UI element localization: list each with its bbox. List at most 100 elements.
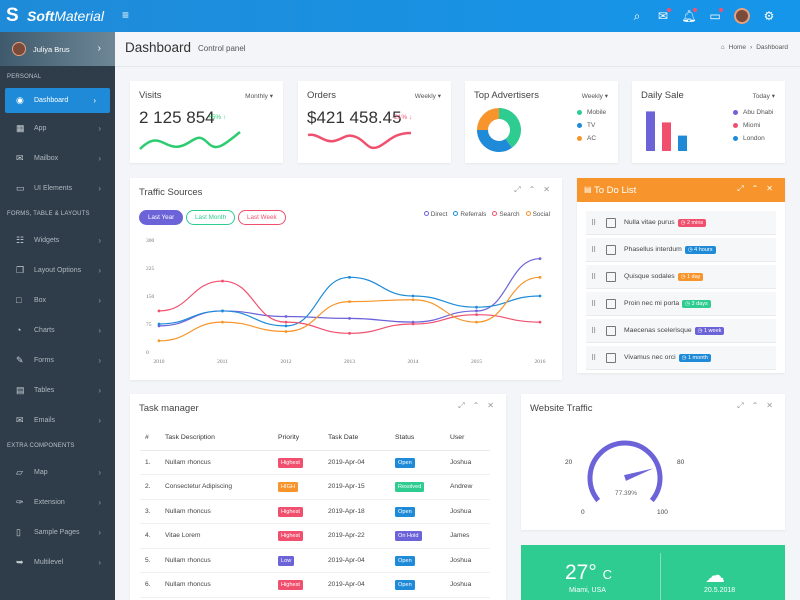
data-point (411, 294, 415, 298)
table-row[interactable]: 6. Nullam rhoncus Highest 2019-Apr-04 Open Jo… (140, 572, 490, 598)
traffic-gauge (587, 440, 663, 503)
card-title: Task manager (139, 403, 199, 414)
chevron-right-icon: › (98, 467, 101, 477)
gear-icon[interactable]: ⚙ (763, 9, 775, 23)
table-row[interactable]: 1. Nullam rhoncus Highest 2019-Apr-04 Open Jo… (140, 450, 490, 475)
daily-sale-card: Daily Sale Today ▾ Abu Dhabi Miomi London (632, 81, 785, 163)
todo-text: Vivamus nec orci (624, 354, 676, 361)
drag-handle-icon[interactable]: ⠿ (591, 219, 597, 227)
box-icon: □ (16, 295, 22, 305)
sidebar-item-label: Mailbox (34, 154, 59, 162)
breadcrumb-home[interactable]: Home (728, 44, 747, 51)
expand-icon[interactable]: ⤢ (737, 184, 744, 193)
drag-handle-icon[interactable]: ⠿ (591, 327, 597, 335)
table-row[interactable]: 5. Nullam rhoncus Low 2019-Apr-04 Open Joshua (140, 548, 490, 573)
dropdown-label: Today (752, 93, 770, 100)
search-icon[interactable]: ⌕ (633, 9, 641, 23)
todo-item[interactable]: ⠿ Maecenas scelerisque ◷ 1 week (586, 319, 776, 343)
menu-toggle-icon[interactable]: ≡ (122, 8, 130, 22)
y-tick-label: 300 (146, 238, 155, 244)
website-traffic-card: Website Traffic ⤢ ⌃ ✕ 20 80 0 100 77.39% (521, 394, 785, 530)
last-year-button[interactable]: Last Year (139, 210, 184, 225)
table-cell: On Hold (395, 523, 450, 549)
close-icon[interactable]: ✕ (543, 185, 550, 194)
todo-checkbox[interactable] (606, 244, 616, 255)
sidebar-item-multilevel[interactable]: ➥ Multilevel › (0, 547, 115, 577)
todo-checkbox[interactable] (606, 325, 616, 336)
table-row[interactable]: 4. Vitae Lorem Highest 2019-Apr-22 On Hold Ja… (140, 523, 490, 549)
sidebar-item-layout-options[interactable]: ❐ Layout Options › (0, 255, 115, 285)
sidebar-item-dashboard[interactable]: ◉ Dashboard › (5, 88, 110, 113)
todo-item[interactable]: ⠿ Nulla vitae purus ◷ 2 mins (586, 211, 776, 235)
weather-city: Miami, USA (569, 587, 606, 594)
table-cell: 2019-Apr-04 (328, 572, 395, 598)
section-extra: EXTRA COMPONENTS (7, 443, 75, 449)
time-badge: ◷ 3 days (682, 299, 711, 308)
todo-checkbox[interactable] (606, 217, 616, 228)
expand-icon[interactable]: ⤢ (458, 401, 465, 410)
sidebar-item-sample-pages[interactable]: ▯ Sample Pages › (0, 517, 115, 547)
table-cell: Open (395, 548, 450, 573)
expand-icon[interactable]: ⤢ (514, 185, 521, 194)
collapse-icon[interactable]: ⌃ (751, 401, 759, 410)
visits-dropdown[interactable]: Monthly ▾ (245, 93, 273, 100)
envelope-icon: ✉ (16, 414, 24, 425)
sidebar-item-box[interactable]: □ Box › (0, 285, 115, 315)
drag-handle-icon[interactable]: ⠿ (591, 273, 597, 281)
dropdown-label: Weekly (581, 93, 603, 100)
logo[interactable]: S Soft Material (6, 5, 114, 27)
table-cell: Consectetur Adipiscing (165, 474, 278, 500)
todo-item[interactable]: ⠿ Vivamus nec orci ◷ 1 month (586, 346, 776, 370)
close-icon[interactable]: ✕ (766, 401, 773, 410)
expand-icon[interactable]: ⤢ (737, 401, 744, 410)
sidebar-item-label: App (34, 124, 47, 132)
sidebar-item-tables[interactable]: ▤ Tables › (0, 375, 115, 405)
todo-checkbox[interactable] (606, 352, 616, 363)
table-row[interactable]: 3. Nullam rhoncus Highest 2019-Apr-18 Open Jo… (140, 499, 490, 524)
drag-handle-icon[interactable]: ⠿ (591, 300, 597, 308)
priority-badge: Highest (278, 531, 303, 542)
todo-checkbox[interactable] (606, 271, 616, 282)
todo-item[interactable]: ⠿ Proin nec mi porta ◷ 3 days (586, 292, 776, 316)
sidebar-user[interactable]: Juliya Brus › (0, 32, 115, 66)
collapse-icon[interactable]: ⌃ (472, 401, 480, 410)
drag-handle-icon[interactable]: ⠿ (591, 246, 597, 254)
breadcrumb-current: Dashboard (756, 44, 788, 51)
sidebar-item-app[interactable]: ▦ App › (0, 113, 115, 143)
sidebar-item-forms[interactable]: ✎ Forms › (0, 345, 115, 375)
last-month-button[interactable]: Last Month (186, 210, 236, 225)
legend-label: London (743, 135, 765, 142)
orders-dropdown[interactable]: Weekly ▾ (414, 93, 441, 100)
gauge-tick: 100 (657, 509, 668, 516)
todo-item[interactable]: ⠿ Phasellus interdum ◷ 4 hours (586, 238, 776, 262)
legend-item: Social (525, 211, 550, 218)
home-icon: ⌂ (720, 44, 725, 51)
sale-dropdown[interactable]: Today ▾ (752, 93, 775, 100)
close-icon[interactable]: ✕ (487, 401, 494, 410)
close-icon[interactable]: ✕ (766, 184, 773, 193)
bell-icon[interactable]: 🔔︎ (681, 8, 697, 23)
column-header: User (450, 426, 490, 451)
chevron-right-icon: › (98, 385, 101, 395)
todo-checkbox[interactable] (606, 298, 616, 309)
table-row[interactable]: 2. Consectetur Adipiscing HIGH 2019-Apr-15 R… (140, 474, 490, 500)
avatar[interactable] (734, 8, 750, 24)
drag-handle-icon[interactable]: ⠿ (591, 354, 597, 362)
sidebar-item-widgets[interactable]: ☷ Widgets › (0, 225, 115, 255)
last-week-button[interactable]: Last Week (238, 210, 286, 225)
sidebar-item-mailbox[interactable]: ✉ Mailbox › (0, 143, 115, 173)
sidebar-item-map[interactable]: ▱ Map › (0, 457, 115, 487)
legend-item: Search (492, 211, 520, 218)
legend-item: TV (577, 119, 606, 132)
sidebar-item-extension[interactable]: ✑ Extension › (0, 487, 115, 517)
mail-icon[interactable]: ✉ (650, 6, 676, 26)
sidebar-item-charts[interactable]: ◔ Charts › (0, 315, 115, 345)
chat-icon[interactable]: ▭ (702, 6, 728, 26)
collapse-icon[interactable]: ⌃ (528, 185, 536, 194)
sidebar-item-emails[interactable]: ✉ Emails › (0, 405, 115, 435)
collapse-icon[interactable]: ⌃ (751, 184, 759, 193)
legend-item: Abu Dhabi (733, 106, 773, 119)
todo-item[interactable]: ⠿ Quisque sodales ◷ 1 day (586, 265, 776, 289)
advertisers-dropdown[interactable]: Weekly ▾ (581, 93, 608, 100)
sidebar-item-ui-elements[interactable]: ▭ UI Elements › (0, 173, 115, 203)
